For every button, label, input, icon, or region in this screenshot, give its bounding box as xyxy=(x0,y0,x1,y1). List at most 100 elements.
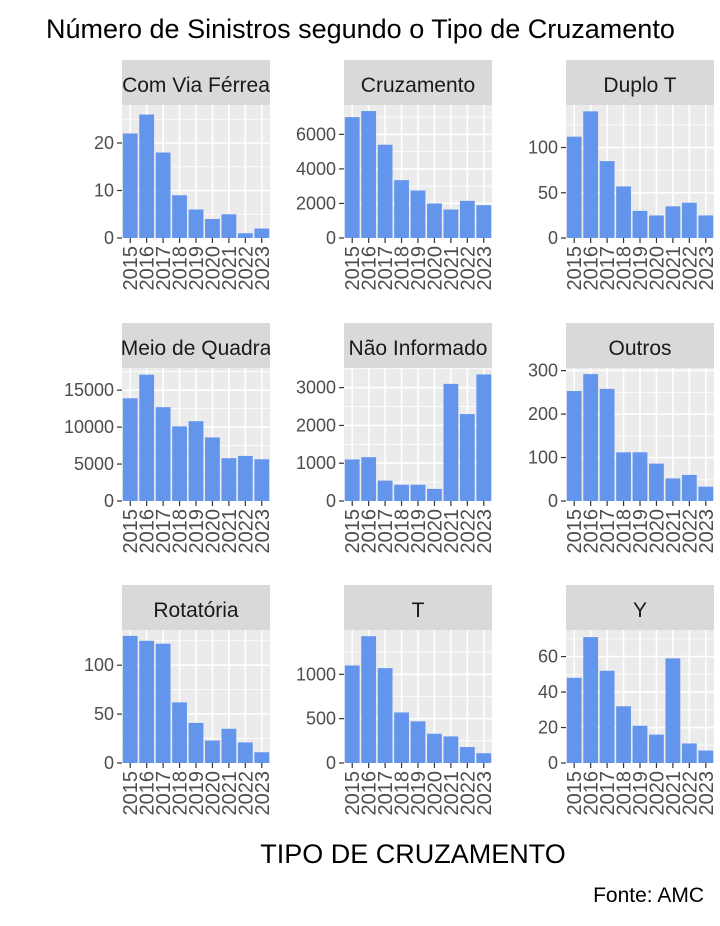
bar xyxy=(583,111,599,238)
x-tick-label: 2019 xyxy=(630,771,652,816)
x-tick-label: 2021 xyxy=(219,771,241,816)
bar xyxy=(599,670,615,763)
facet-panel: T050010002015201620172018201920202021202… xyxy=(296,585,496,816)
x-tick-label: 2019 xyxy=(630,509,652,554)
bar xyxy=(394,484,409,501)
bar xyxy=(599,388,615,501)
facet-strip xyxy=(344,60,492,105)
bar xyxy=(237,455,253,501)
y-tick-label: 3000 xyxy=(296,378,336,398)
x-tick-label: 2023 xyxy=(252,509,274,554)
x-tick-label: 2017 xyxy=(375,771,397,816)
x-tick-label: 2017 xyxy=(375,246,397,291)
bar xyxy=(649,734,664,763)
facet-panel: Com Via Férrea01020201520162017201820192… xyxy=(94,60,274,291)
bar xyxy=(443,383,459,501)
y-tick-label: 50 xyxy=(538,183,558,203)
y-tick-label: 4000 xyxy=(296,159,336,179)
bar xyxy=(172,702,187,763)
bar xyxy=(122,133,138,238)
x-tick-label: 2020 xyxy=(424,246,446,291)
y-tick-label: 0 xyxy=(326,228,336,248)
bar xyxy=(155,152,171,238)
x-tick-label: 2022 xyxy=(235,509,257,554)
y-tick-label: 0 xyxy=(326,491,336,511)
bar xyxy=(616,186,631,238)
x-tick-label: 2020 xyxy=(646,246,668,291)
x-tick-label: 2021 xyxy=(219,509,241,554)
bar xyxy=(410,721,426,763)
bar xyxy=(698,215,714,238)
facet-strip-label: Cruzamento xyxy=(361,74,475,97)
bar xyxy=(681,743,697,763)
bar xyxy=(394,712,409,763)
x-tick-label: 2018 xyxy=(170,509,192,554)
bar xyxy=(155,643,171,763)
bar xyxy=(698,486,714,501)
bar xyxy=(361,457,377,501)
x-tick-label: 2018 xyxy=(170,771,192,816)
bar xyxy=(427,488,442,501)
y-tick-label: 0 xyxy=(326,753,336,773)
x-tick-label: 2017 xyxy=(153,509,175,554)
x-tick-label: 2019 xyxy=(408,246,430,291)
bar xyxy=(566,391,582,501)
bar xyxy=(583,637,599,763)
bar xyxy=(139,640,155,763)
x-tick-label: 2015 xyxy=(120,246,142,291)
chart-title: Número de Sinistros segundo o Tipo de Cr… xyxy=(46,14,675,44)
x-tick-label: 2022 xyxy=(457,771,479,816)
x-tick-label: 2023 xyxy=(696,771,718,816)
x-tick-label: 2023 xyxy=(474,509,496,554)
x-tick-label: 2018 xyxy=(170,246,192,291)
x-tick-label: 2015 xyxy=(342,509,364,554)
x-tick-label: 2022 xyxy=(679,771,701,816)
bar xyxy=(344,117,360,238)
x-tick-label: 2020 xyxy=(202,771,224,816)
x-tick-label: 2017 xyxy=(153,771,175,816)
facet-strip xyxy=(344,585,492,630)
bar xyxy=(139,114,155,238)
facet-strip-label: Outros xyxy=(608,337,671,360)
x-tick-label: 2020 xyxy=(646,771,668,816)
bar xyxy=(476,753,492,763)
bar xyxy=(377,480,393,501)
x-tick-label: 2016 xyxy=(137,246,159,291)
bar xyxy=(205,219,220,238)
facet-panel: Rotatória0501002015201620172018201920202… xyxy=(84,585,274,816)
bar xyxy=(344,665,360,763)
y-tick-label: 500 xyxy=(306,709,336,729)
bar xyxy=(566,677,582,763)
x-tick-label: 2017 xyxy=(597,246,619,291)
bar xyxy=(665,478,681,501)
bar xyxy=(394,180,409,238)
facet-strip xyxy=(122,585,270,630)
y-tick-label: 0 xyxy=(548,753,558,773)
y-tick-label: 10000 xyxy=(64,417,114,437)
x-tick-label: 2015 xyxy=(342,771,364,816)
bar xyxy=(254,459,270,501)
x-tick-label: 2022 xyxy=(457,246,479,291)
x-tick-label: 2022 xyxy=(679,246,701,291)
bar xyxy=(632,452,648,501)
bar xyxy=(122,635,138,763)
facet-strip xyxy=(566,585,714,630)
y-tick-label: 1000 xyxy=(296,664,336,684)
x-tick-label: 2019 xyxy=(186,509,208,554)
bar xyxy=(155,407,171,501)
bar xyxy=(361,111,377,238)
x-tick-label: 2015 xyxy=(564,771,586,816)
y-tick-label: 50 xyxy=(94,704,114,724)
bar xyxy=(599,161,615,238)
bar xyxy=(377,144,393,238)
x-tick-label: 2023 xyxy=(252,771,274,816)
y-tick-label: 100 xyxy=(528,448,558,468)
bar xyxy=(254,752,270,763)
facet-strip-label: T xyxy=(412,599,425,622)
facet-panel: Cruzamento020004000600020152016201720182… xyxy=(296,60,496,291)
bar xyxy=(476,374,492,501)
y-tick-label: 100 xyxy=(528,138,558,158)
x-tick-label: 2022 xyxy=(679,509,701,554)
x-tick-label: 2017 xyxy=(597,771,619,816)
